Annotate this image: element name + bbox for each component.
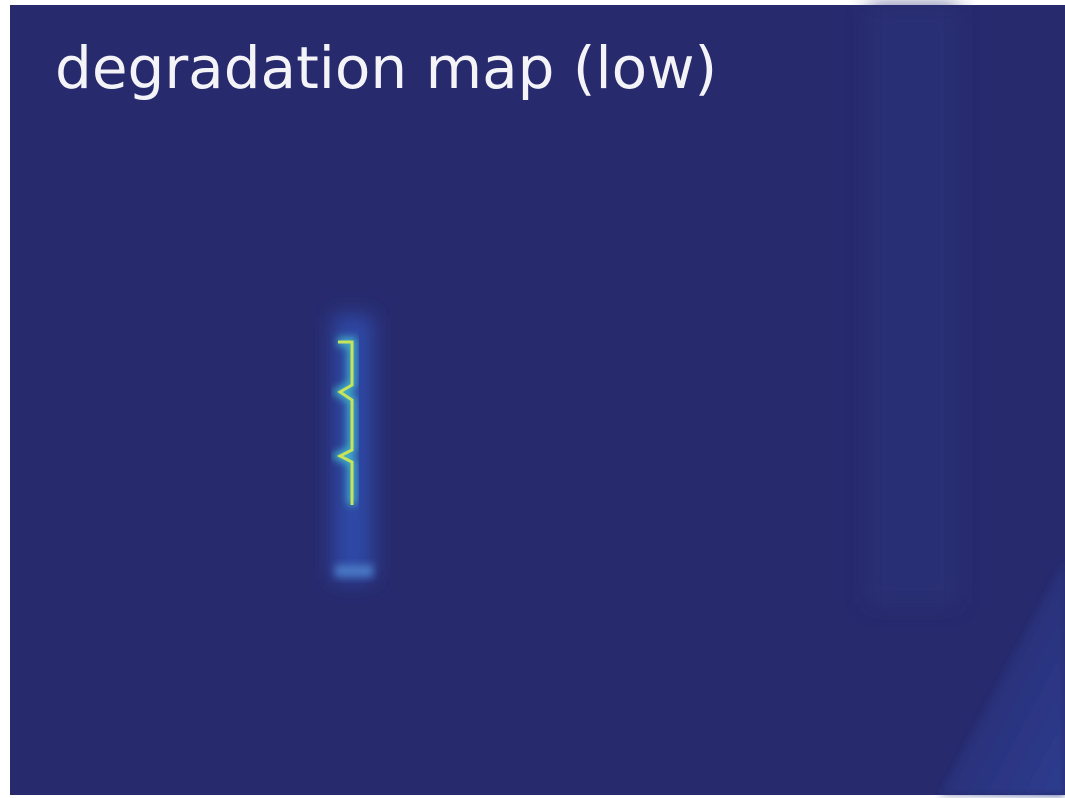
degradation-map: degradation map (low) [0, 0, 1065, 798]
faint-region [868, 5, 958, 605]
title: degradation map (low) [55, 34, 717, 102]
page: degradation map (low) (() => { const dat… [0, 0, 1065, 798]
glow [335, 565, 373, 577]
